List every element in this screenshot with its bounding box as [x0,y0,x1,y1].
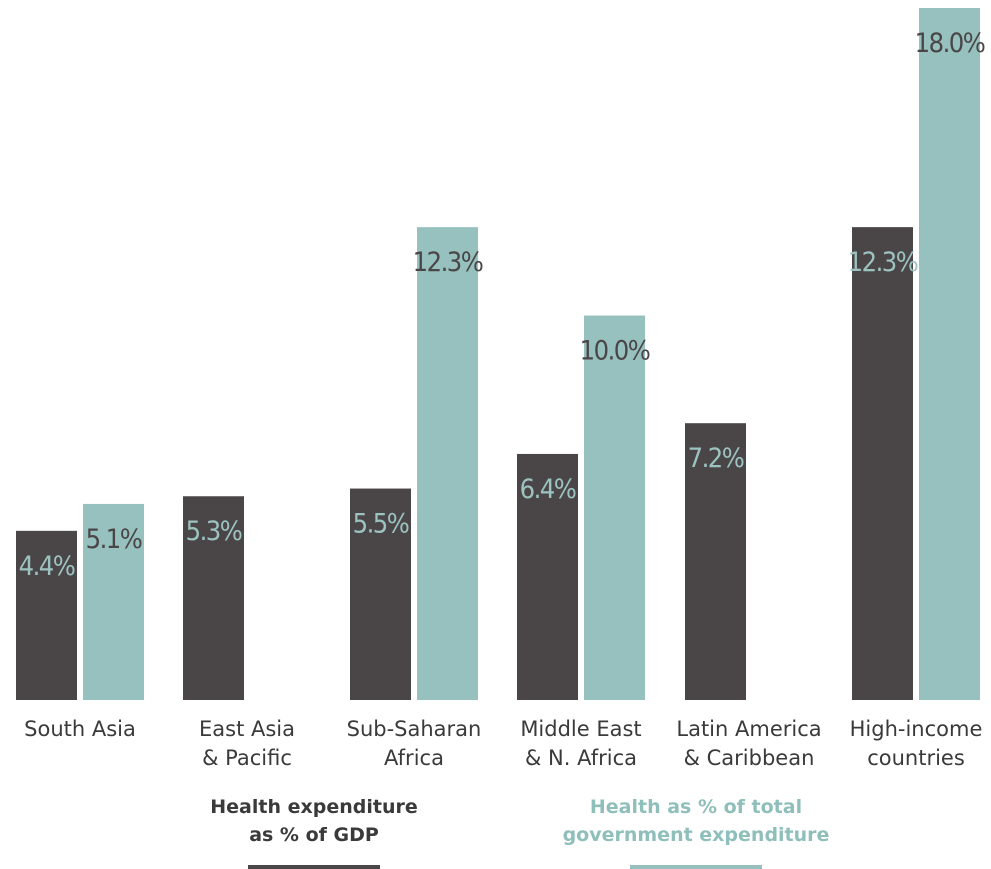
data-label-s1-c2: 12.3% [413,247,483,278]
legend: Health expenditure as % of GDP Health as %… [210,796,829,869]
category-label-5-line-0: High-income [850,717,983,741]
bar-s0-c4 [685,423,746,700]
category-label-4-line-0: Latin America [676,717,821,741]
data-label-s0-c2: 5.5% [353,509,409,540]
category-label-0-line-0: South Asia [24,717,136,741]
category-label-5-line-1: countries [867,746,965,770]
bar-s1-c2 [417,227,478,700]
legend-label-s1-line-0: Health as % of total [590,796,802,818]
category-label-2-line-1: Africa [384,746,444,770]
legend-label-s1-line-1: government expenditure [563,824,830,846]
bar-s0-c3 [517,453,578,700]
data-label-s0-c1: 5.3% [186,516,242,547]
bar-s1-c5 [919,8,980,700]
bar-s1-c0 [83,503,144,700]
category-label-1-line-1: & Pacific [202,746,292,770]
bar-s1-c3 [584,315,645,700]
legend-swatch-s1 [630,865,762,869]
data-label-s0-c5: 12.3% [848,247,918,278]
legend-label-s0-line-0: Health expenditure [210,796,417,818]
legend-swatch-s0 [248,865,380,869]
bar-s0-c2 [350,488,411,700]
category-label-3-line-1: & N. Africa [525,746,637,770]
data-label-s1-c3: 10.0% [580,336,650,367]
category-label-3-line-0: Middle East [520,717,641,741]
legend-label-s0-line-1: as % of GDP [249,824,379,846]
category-label-2-line-0: Sub-Saharan [347,717,482,741]
bars-layer [16,8,980,700]
bar-s0-c1 [183,496,244,700]
data-label-s1-c5: 18.0% [915,28,985,59]
data-label-s0-c3: 6.4% [520,474,576,505]
category-label-4-line-1: & Caribbean [684,746,815,770]
data-label-s0-c4: 7.2% [688,443,744,474]
bar-s0-c0 [16,530,77,700]
value-labels-layer: 4.4% 5.3% 5.5% 6.4% 7.2% 12.3% 5.1% 12.3% 10.0% 1… [19,28,987,582]
data-label-s0-c0: 4.4% [19,551,75,582]
category-label-1-line-0: East Asia [199,717,295,741]
category-labels-layer: South Asia East Asia & Pacific Sub-Saharan A… [24,717,982,770]
data-label-s1-c0: 5.1% [86,524,142,555]
bar-s0-c5 [852,227,913,700]
